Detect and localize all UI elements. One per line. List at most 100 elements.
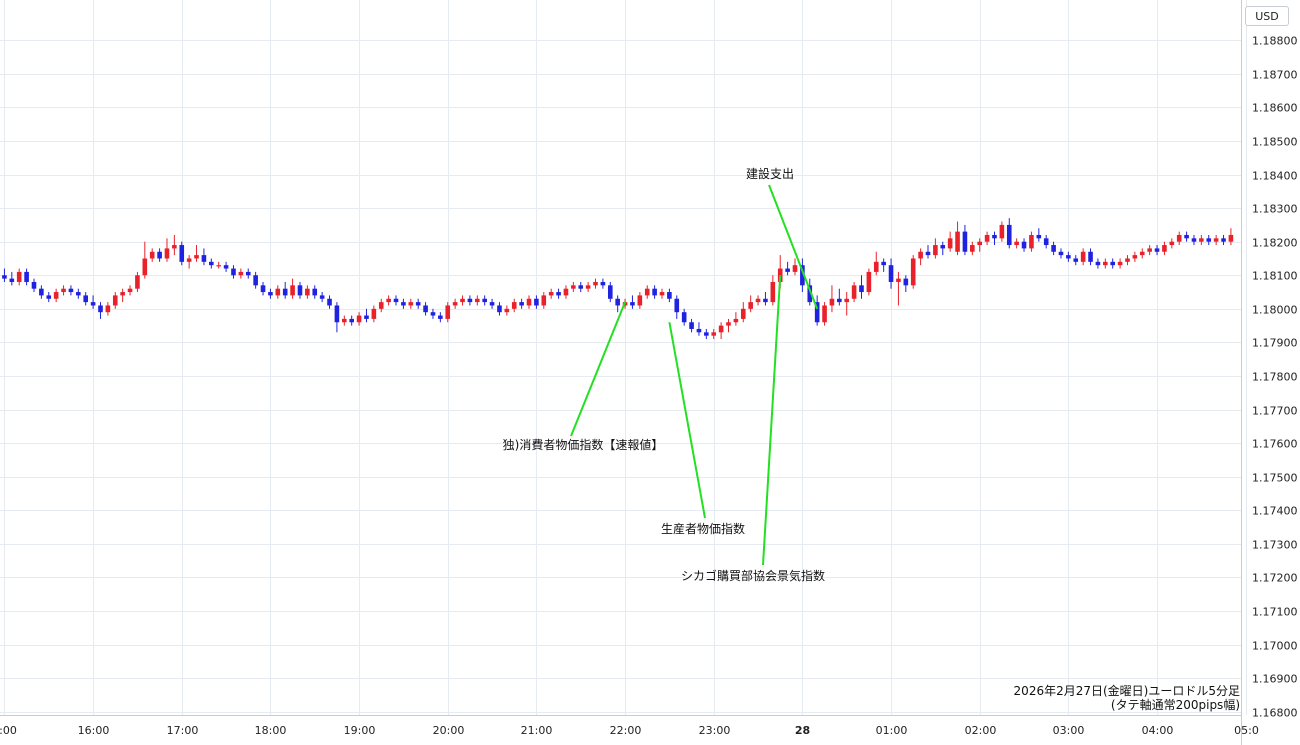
candle-body [763,298,768,303]
candle [984,231,990,246]
candle-body [918,251,923,259]
candle [1080,248,1086,266]
candle [460,295,465,306]
x-tick-label: 05:0 [1234,724,1259,737]
candle-body [807,285,813,303]
candle [792,258,798,276]
candle [644,285,650,299]
candle [962,224,968,256]
candle [1006,218,1012,249]
candle [822,302,827,326]
candle [637,292,643,309]
candle-body [460,298,465,303]
candle [1036,228,1042,242]
candle [726,318,731,333]
candle-body [112,295,118,306]
candle [1095,258,1101,269]
candle-body [1206,238,1212,242]
candle-body [194,255,199,259]
candle [578,281,584,293]
annotation-leader-line [762,275,782,566]
y-tick-label: 1.18700 [1252,69,1298,82]
candle-body [430,312,436,316]
candle-body [1014,241,1019,246]
candle [201,248,207,266]
candle-body [829,298,835,306]
candle-body [674,298,680,313]
candle-body [408,302,414,306]
x-tick-label: 04:00 [1142,724,1174,737]
candle [2,268,7,282]
candle-body [1066,255,1071,259]
y-tick-label: 1.17800 [1252,371,1298,384]
candle [312,285,318,299]
candle-body [999,224,1005,239]
candle-body [467,298,473,303]
y-tick-label: 1.17900 [1252,337,1298,350]
candle-body [873,261,879,272]
candle [1073,255,1079,266]
candle-body [689,322,694,329]
x-tick-label: 18:00 [255,724,287,737]
candle [1110,258,1116,269]
candle [408,298,414,309]
candle-body [1162,245,1167,252]
candle [740,302,746,323]
candle-body [371,308,377,319]
candle-body [282,288,288,296]
candle-body [541,295,547,306]
candle [16,268,22,286]
candle [430,308,436,319]
candle-body [526,298,532,306]
candle [933,238,938,259]
candle [519,298,524,309]
candle [1088,248,1093,266]
candle-body [652,288,657,296]
currency-selector[interactable]: USD [1245,6,1289,26]
candle [489,298,495,309]
candle [401,298,406,309]
candle-body [76,292,81,296]
candle-body [837,298,842,303]
candle [873,251,879,276]
candle-body [253,275,258,286]
candle-body [659,292,665,296]
candle-body [947,238,953,249]
y-tick-label: 1.18600 [1252,102,1298,115]
candle-body [548,292,554,296]
candle [800,258,805,293]
candle-body [1154,248,1160,252]
candle [511,298,517,313]
chart-footer-line1: 2026年2月27日(金曜日)ユーロドル5分足 [1014,683,1240,698]
candle-body [519,302,524,306]
candle [364,308,369,323]
candle [548,288,554,299]
candle [223,261,229,272]
candle-body [903,278,909,286]
candle [260,281,266,296]
candle-body [297,285,303,296]
candle-body [238,271,244,276]
candle [600,278,606,289]
candle [667,288,672,303]
candle [1176,231,1182,246]
candle [24,268,29,286]
candle [1132,251,1138,262]
candle-body [844,298,850,303]
y-tick-label: 1.16900 [1252,673,1298,686]
candle [970,241,975,256]
candle-body [378,302,384,309]
candle [105,302,111,316]
candle [1029,231,1034,252]
candle [977,238,983,252]
candle-body [90,302,96,306]
candle [888,258,894,289]
candle [563,285,569,299]
candle [1191,234,1197,246]
candle [1162,241,1167,256]
candle-body [822,305,827,323]
candle-body [984,234,990,242]
candle-body [415,302,421,306]
candle [733,312,739,326]
candle [1213,234,1219,246]
